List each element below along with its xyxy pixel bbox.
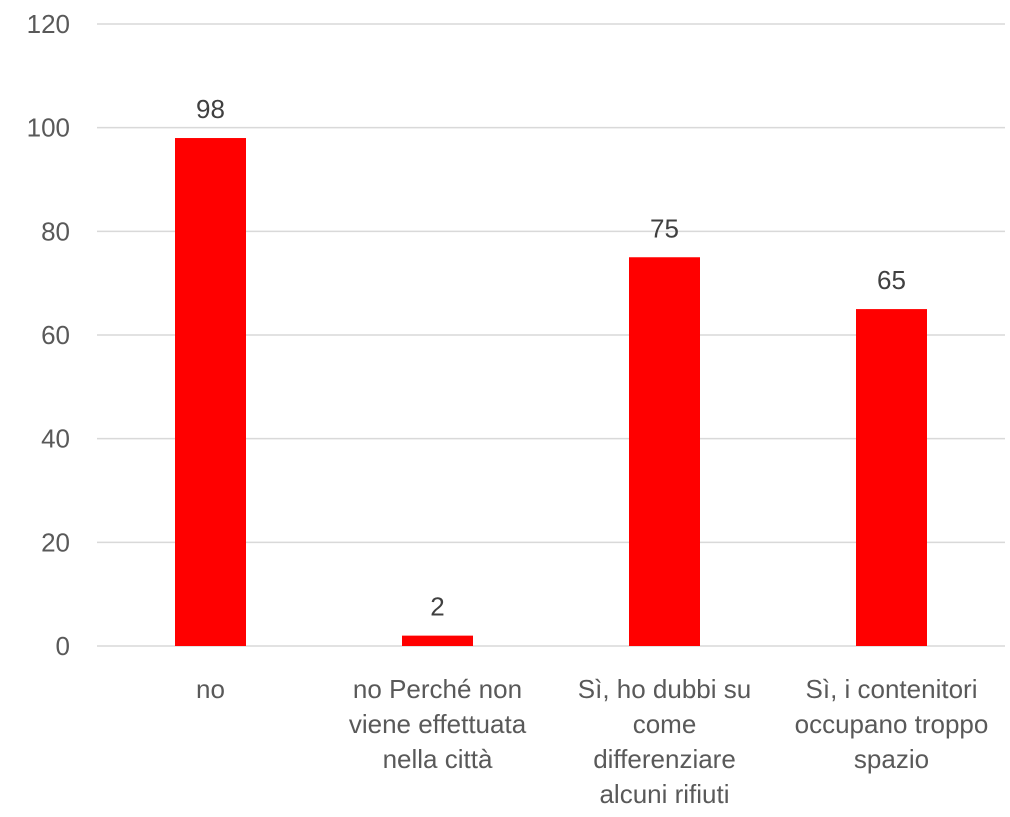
bar — [629, 257, 700, 646]
x-category-label-line: spazio — [854, 744, 929, 774]
bar — [856, 309, 927, 646]
y-tick-label: 40 — [41, 424, 70, 454]
bars — [175, 138, 927, 647]
data-label: 98 — [196, 94, 225, 124]
y-tick-label: 120 — [27, 9, 70, 39]
x-category-label-line: Sì, ho dubbi su — [578, 674, 751, 704]
y-tick-label: 60 — [41, 320, 70, 350]
x-category-label: Sì, ho dubbi su come differenziare alcuni r… — [578, 674, 751, 809]
x-category-label-line: come — [633, 709, 697, 739]
x-category-label: no — [196, 674, 225, 704]
data-labels: 98 2 75 65 — [196, 94, 906, 622]
y-tick-label: 100 — [27, 113, 70, 143]
y-tick-label: 80 — [41, 216, 70, 246]
data-label: 65 — [877, 265, 906, 295]
data-label: 75 — [650, 213, 679, 243]
y-tick-label: 0 — [56, 631, 70, 661]
y-axis-ticks: 0 20 40 60 80 100 120 — [27, 9, 70, 661]
x-axis-categories: no no Perché non viene effettuata nella cit… — [196, 674, 988, 809]
x-category-label-line: no — [196, 674, 225, 704]
bar — [175, 138, 246, 647]
x-category-label: Sì, i contenitori occupano troppo spazio — [795, 674, 989, 774]
data-label: 2 — [430, 592, 444, 622]
x-category-label-line: alcuni rifiuti — [599, 779, 729, 809]
x-category-label-line: differenziare — [593, 744, 736, 774]
x-category-label-line: nella città — [383, 744, 493, 774]
x-category-label-line: no Perché non — [353, 674, 522, 704]
x-category-label-line: Sì, i contenitori — [806, 674, 978, 704]
x-category-label-line: occupano troppo — [795, 709, 989, 739]
bar — [402, 635, 473, 646]
x-category-label: no Perché non viene effettuata nella città — [349, 674, 527, 774]
x-category-label-line: viene effettuata — [349, 709, 527, 739]
gridlines — [97, 23, 1005, 647]
y-tick-label: 20 — [41, 527, 70, 557]
